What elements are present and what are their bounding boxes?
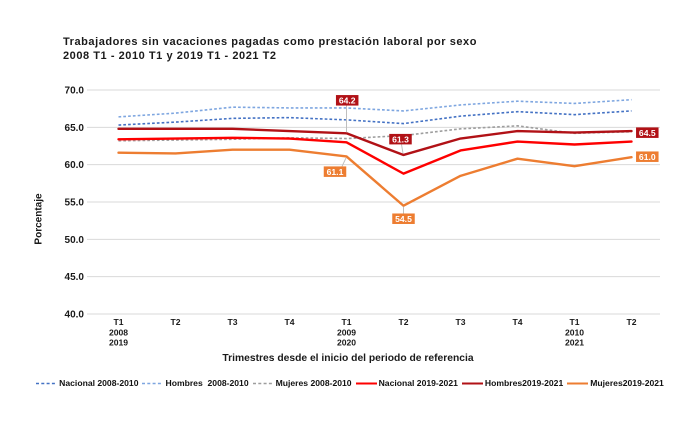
legend-marker-solid — [355, 382, 377, 384]
data-label-box — [636, 127, 659, 138]
legend-label: Hombres 2008-2010 — [165, 378, 249, 388]
data-label-text: 54.5 — [395, 214, 412, 224]
x-tick-label: T2 — [626, 317, 636, 327]
data-label: 61.1 — [323, 166, 347, 177]
x-tick-label: 2021 — [565, 338, 584, 348]
legend-item-3: Nacional 2019-2021 — [355, 378, 458, 388]
legend-marker-solid — [567, 382, 589, 384]
data-label-box — [636, 151, 659, 162]
series-line-4 — [117, 127, 633, 157]
data-label-text: 61.0 — [639, 152, 656, 162]
series-line-5 — [117, 148, 633, 207]
series-line-0 — [118, 110, 632, 126]
legend: Nacional 2008-2010 Hombres 2008-2010 Mujer… — [0, 378, 700, 388]
y-tick-label: 55.0 — [65, 198, 85, 209]
data-label: 64.2 — [335, 95, 359, 106]
legend-marker-dashed — [36, 382, 58, 384]
y-tick-label: 70.0 — [65, 86, 85, 97]
chart-title-line-1: Trabajadores sin vacaciones pagadas como… — [63, 36, 477, 48]
chart-title-line-2: 2008 T1 - 2010 T1 y 2019 T1 - 2021 T2 — [63, 50, 277, 62]
x-tick-label: T3 — [227, 317, 237, 327]
legend-item-2: Mujeres 2008-2010 — [252, 378, 352, 388]
data-label-text: 64.5 — [639, 128, 656, 138]
data-label-text: 64.2 — [339, 96, 356, 106]
legend-label: Mujeres2019-2021 — [590, 378, 664, 388]
data-label-leader — [401, 144, 404, 154]
y-tick-label: 50.0 — [65, 235, 85, 246]
legend-marker-dashed — [252, 382, 274, 384]
legend-marker-solid — [461, 382, 483, 384]
data-label-text: 61.3 — [392, 134, 409, 144]
data-label: 61.0 — [636, 151, 659, 162]
legend-item-0: Nacional 2008-2010 — [36, 378, 138, 388]
y-tick-label: 65.0 — [65, 123, 85, 134]
data-label: 54.5 — [392, 213, 415, 224]
x-tick-label: T1 — [341, 317, 351, 327]
data-label-box — [392, 213, 415, 224]
x-tick-label: T4 — [512, 317, 522, 327]
x-tick-label: T3 — [455, 317, 465, 327]
series-line-1 — [118, 98, 632, 118]
chart-title: Trabajadores sin vacaciones pagadas como… — [63, 35, 623, 63]
legend-label: Nacional 2019-2021 — [378, 378, 458, 388]
data-label-leader — [341, 157, 347, 167]
data-label-box — [389, 133, 412, 145]
legend-item-5: Mujeres2019-2021 — [567, 378, 664, 388]
x-tick-label: T1 — [113, 317, 123, 327]
legend-label: Hombres2019-2021 — [484, 378, 564, 388]
y-tick-label: 40.0 — [65, 310, 85, 321]
legend-label: Mujeres 2008-2010 — [275, 378, 352, 388]
x-tick-label: 2009 — [337, 328, 356, 338]
x-axis-title: Trimestres desde el inicio del periodo d… — [222, 353, 474, 364]
y-tick-label: 60.0 — [65, 160, 85, 171]
legend-item-1: Hombres 2008-2010 — [142, 378, 249, 388]
y-tick-label: 45.0 — [65, 272, 85, 283]
legend-marker-dashed — [142, 382, 164, 384]
legend-item-4: Hombres2019-2021 — [461, 378, 564, 388]
x-tick-label: 2019 — [109, 338, 128, 348]
data-label: 61.3 — [389, 133, 412, 145]
x-tick-label: 2010 — [565, 328, 584, 338]
x-tick-label: 2008 — [109, 328, 128, 338]
x-tick-label: T4 — [284, 317, 294, 327]
data-label-text: 61.1 — [327, 167, 344, 177]
x-tick-label: T2 — [398, 317, 408, 327]
x-tick-label: T1 — [569, 317, 579, 327]
series-line-2 — [118, 125, 632, 142]
x-tick-label: 2020 — [337, 338, 356, 348]
data-label-box — [335, 95, 359, 106]
series-line-3 — [117, 136, 633, 175]
data-label: 64.5 — [636, 127, 659, 138]
data-label-box — [323, 166, 347, 177]
x-tick-label: T2 — [170, 317, 180, 327]
legend-label: Nacional 2008-2010 — [59, 378, 139, 388]
